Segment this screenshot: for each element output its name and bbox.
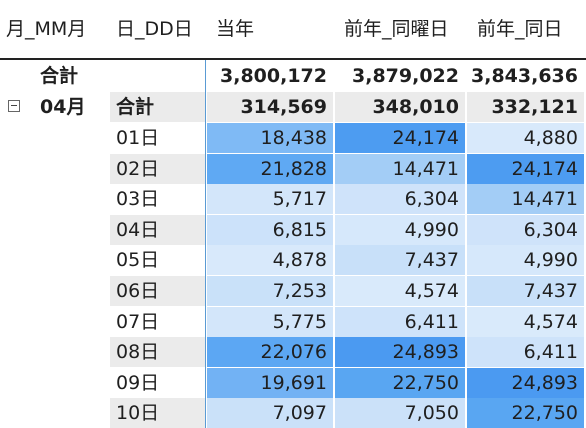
value-cell-prev-day[interactable]: 4,990 xyxy=(467,245,584,276)
value-cell-prev-weekday[interactable]: 4,574 xyxy=(335,276,465,306)
day-label: 07日 xyxy=(116,310,160,333)
month-subtotal-prev-day[interactable]: 332,121 xyxy=(467,92,584,122)
value-cell-prev-weekday[interactable]: 7,437 xyxy=(335,245,465,276)
header-divider xyxy=(0,58,586,60)
grand-total-label: 合計 xyxy=(40,65,79,87)
value-cell-current[interactable]: 5,775 xyxy=(207,306,333,337)
value-cell-prev-weekday[interactable]: 4,990 xyxy=(335,214,465,245)
value-cell-current[interactable]: 7,097 xyxy=(207,398,333,428)
value-cell-prev-day[interactable]: 14,471 xyxy=(467,184,584,215)
header-month[interactable]: 月_MM月 xyxy=(6,18,87,40)
grand-total-prev-weekday[interactable]: 3,879,022 xyxy=(352,65,459,87)
value-cell-current[interactable]: 5,717 xyxy=(207,184,333,215)
value-cell-prev-weekday[interactable]: 7,050 xyxy=(335,398,465,428)
table-row: 08日 22,076 24,893 6,411 xyxy=(0,337,586,368)
month-subtotal-label: 合計 xyxy=(110,92,205,122)
value-cell-prev-day[interactable]: 24,893 xyxy=(467,367,584,398)
table-row: 07日 5,775 6,411 4,574 xyxy=(0,306,586,337)
value-cell-prev-day[interactable]: 4,880 xyxy=(467,123,584,153)
value-cell-current[interactable]: 19,691 xyxy=(207,367,333,398)
table-row: 09日 19,691 22,750 24,893 xyxy=(0,367,586,398)
grand-total-row: 合計 3,800,172 3,879,022 3,843,636 xyxy=(0,61,586,91)
row-header-divider xyxy=(205,60,206,428)
table-row: 06日 7,253 4,574 7,437 xyxy=(0,276,586,306)
value-cell-prev-day[interactable]: 4,574 xyxy=(467,306,584,337)
day-label: 04日 xyxy=(110,214,205,245)
value-cell-current[interactable]: 18,438 xyxy=(207,123,333,153)
value-cell-prev-weekday[interactable]: 14,471 xyxy=(335,153,465,184)
day-label: 09日 xyxy=(116,371,160,394)
value-cell-prev-weekday[interactable]: 22,750 xyxy=(335,367,465,398)
table-row: 01日 18,438 24,174 4,880 xyxy=(0,123,586,153)
day-label: 01日 xyxy=(116,127,160,149)
table-row: 03日 5,717 6,304 14,471 xyxy=(0,184,586,215)
value-cell-current[interactable]: 7,253 xyxy=(207,276,333,306)
table-row: 10日 7,097 7,050 22,750 xyxy=(0,398,586,428)
grand-total-current[interactable]: 3,800,172 xyxy=(220,65,327,87)
collapse-icon[interactable] xyxy=(8,100,20,112)
value-cell-current[interactable]: 6,815 xyxy=(207,214,333,245)
month-subtotal-current[interactable]: 314,569 xyxy=(207,92,333,122)
header-prev-year-same-weekday[interactable]: 前年_同曜日 xyxy=(344,18,449,40)
day-label: 03日 xyxy=(116,188,160,211)
day-label: 05日 xyxy=(116,249,160,272)
header-day[interactable]: 日_DD日 xyxy=(116,18,193,40)
value-cell-prev-weekday[interactable]: 6,411 xyxy=(335,306,465,337)
table-row: 04日 6,815 4,990 6,304 xyxy=(0,214,586,245)
value-cell-current[interactable]: 4,878 xyxy=(207,245,333,276)
day-label: 10日 xyxy=(110,398,205,428)
day-label: 08日 xyxy=(110,337,205,368)
table-row: 05日 4,878 7,437 4,990 xyxy=(0,245,586,276)
value-cell-prev-weekday[interactable]: 24,893 xyxy=(335,337,465,368)
value-cell-prev-day[interactable]: 7,437 xyxy=(467,276,584,306)
column-header-row: 月_MM月 日_DD日 当年 前年_同曜日 前年_同日 xyxy=(0,0,586,56)
value-cell-prev-day[interactable]: 6,304 xyxy=(467,214,584,245)
value-cell-prev-weekday[interactable]: 6,304 xyxy=(335,184,465,215)
value-cell-prev-weekday[interactable]: 24,174 xyxy=(335,123,465,153)
header-prev-year-same-day[interactable]: 前年_同日 xyxy=(477,18,563,40)
value-cell-current[interactable]: 21,828 xyxy=(207,153,333,184)
value-cell-current[interactable]: 22,076 xyxy=(207,337,333,368)
value-cell-prev-day[interactable]: 6,411 xyxy=(467,337,584,368)
table-row: 02日 21,828 14,471 24,174 xyxy=(0,153,586,184)
value-cell-prev-day[interactable]: 22,750 xyxy=(467,398,584,428)
header-current-year[interactable]: 当年 xyxy=(216,18,255,40)
grand-total-prev-day[interactable]: 3,843,636 xyxy=(471,65,578,87)
value-cell-prev-day[interactable]: 24,174 xyxy=(467,153,584,184)
day-label: 06日 xyxy=(110,276,205,306)
day-label: 02日 xyxy=(110,153,205,184)
month-subtotal-row: 04月 合計 314,569 348,010 332,121 xyxy=(0,92,586,122)
month-subtotal-prev-weekday[interactable]: 348,010 xyxy=(335,92,465,122)
month-label: 04月 xyxy=(40,96,86,118)
